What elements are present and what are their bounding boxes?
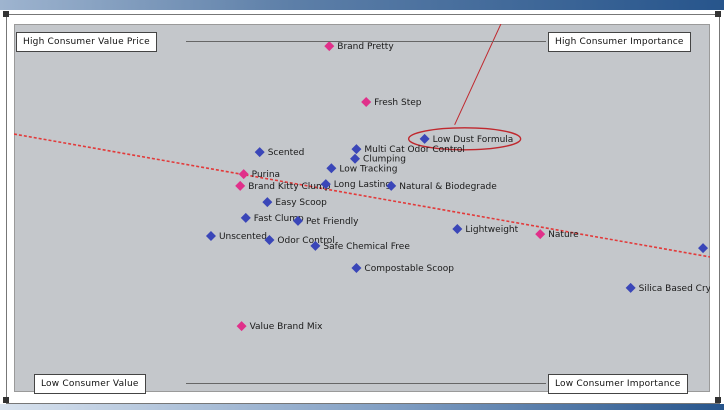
- highlight-ellipse: [407, 127, 522, 151]
- brand-point-label: Brand Kitty Clump: [248, 182, 331, 192]
- attribute-point[interactable]: [386, 180, 397, 191]
- attribute-point[interactable]: [205, 230, 216, 241]
- window-bottom-bar: [0, 404, 724, 410]
- quadrant-label-bottom-right: Low Consumer Importance: [548, 374, 688, 394]
- attribute-point[interactable]: [698, 243, 709, 254]
- brand-point-label: Purina: [252, 170, 280, 180]
- attribute-point[interactable]: [351, 144, 362, 155]
- quadrant-label-top-right: High Consumer Importance: [548, 32, 691, 52]
- attribute-point[interactable]: [320, 179, 331, 190]
- brand-point[interactable]: [361, 97, 372, 108]
- attribute-point[interactable]: [326, 163, 337, 174]
- attribute-point[interactable]: [452, 223, 463, 234]
- brand-point[interactable]: [535, 229, 546, 240]
- attribute-point-label: Scented: [268, 148, 305, 158]
- frame-corner-handle: [715, 397, 721, 403]
- attribute-point-label: Easy Scoop: [275, 198, 327, 208]
- attribute-point-label: Long Lasting: [334, 180, 391, 190]
- attribute-point-label: Lightweight: [465, 225, 518, 235]
- attribute-point-label: Unscented: [219, 232, 267, 242]
- brand-point[interactable]: [324, 41, 335, 52]
- scatter-chart: Brand Pretty Fresh Step Purina Brand Kitty …: [14, 24, 710, 332]
- brand-point[interactable]: [236, 321, 247, 332]
- attribute-point[interactable]: [240, 212, 251, 223]
- attribute-point-label: Silica Based Crystals: [639, 284, 710, 294]
- attribute-point-label: Pet Friendly: [306, 217, 359, 227]
- attribute-point[interactable]: [254, 147, 265, 158]
- attribute-point-label: Low Dust Formula: [433, 135, 514, 145]
- attribute-point[interactable]: [310, 240, 321, 251]
- quadrant-label-bottom-left: Low Consumer Value: [34, 374, 146, 394]
- brand-point-label: Nature: [548, 230, 579, 240]
- trend-line: [14, 133, 710, 258]
- attribute-point[interactable]: [264, 235, 275, 246]
- frame-corner-handle: [3, 11, 9, 17]
- quadrant-label-top-left: High Consumer Value Price: [16, 32, 157, 52]
- attribute-point[interactable]: [262, 197, 273, 208]
- attribute-point-label: Low Tracking: [339, 164, 397, 174]
- attribute-point[interactable]: [351, 262, 362, 273]
- brand-point-label: Fresh Step: [374, 98, 422, 108]
- attribute-point-label: Safe Chemical Free: [323, 242, 410, 252]
- window-top-bar: [0, 0, 724, 10]
- attribute-point-label: Compostable Scoop: [364, 264, 454, 274]
- brand-point[interactable]: [238, 169, 249, 180]
- top-divider-line: [186, 41, 546, 42]
- attribute-point[interactable]: [350, 153, 361, 164]
- attribute-point-label: Clumping: [363, 155, 406, 165]
- attribute-point-label: Odor Control: [277, 236, 334, 246]
- bottom-divider-line: [186, 383, 546, 384]
- attribute-point-label: Fast Clump: [254, 214, 304, 224]
- attribute-point-label: Natural & Biodegrade: [399, 182, 497, 192]
- callout-line: [454, 24, 502, 126]
- frame-corner-handle: [3, 397, 9, 403]
- attribute-point[interactable]: [625, 282, 636, 293]
- brand-point-label: Brand Pretty: [337, 42, 394, 52]
- attribute-point[interactable]: [419, 133, 430, 144]
- attribute-point-label: Multi Cat Odor Control: [364, 145, 464, 155]
- plot-area: [14, 24, 710, 392]
- brand-point[interactable]: [235, 180, 246, 191]
- attribute-point[interactable]: [292, 215, 303, 226]
- brand-point-label: Value Brand Mix: [250, 322, 324, 332]
- frame-corner-handle: [715, 11, 721, 17]
